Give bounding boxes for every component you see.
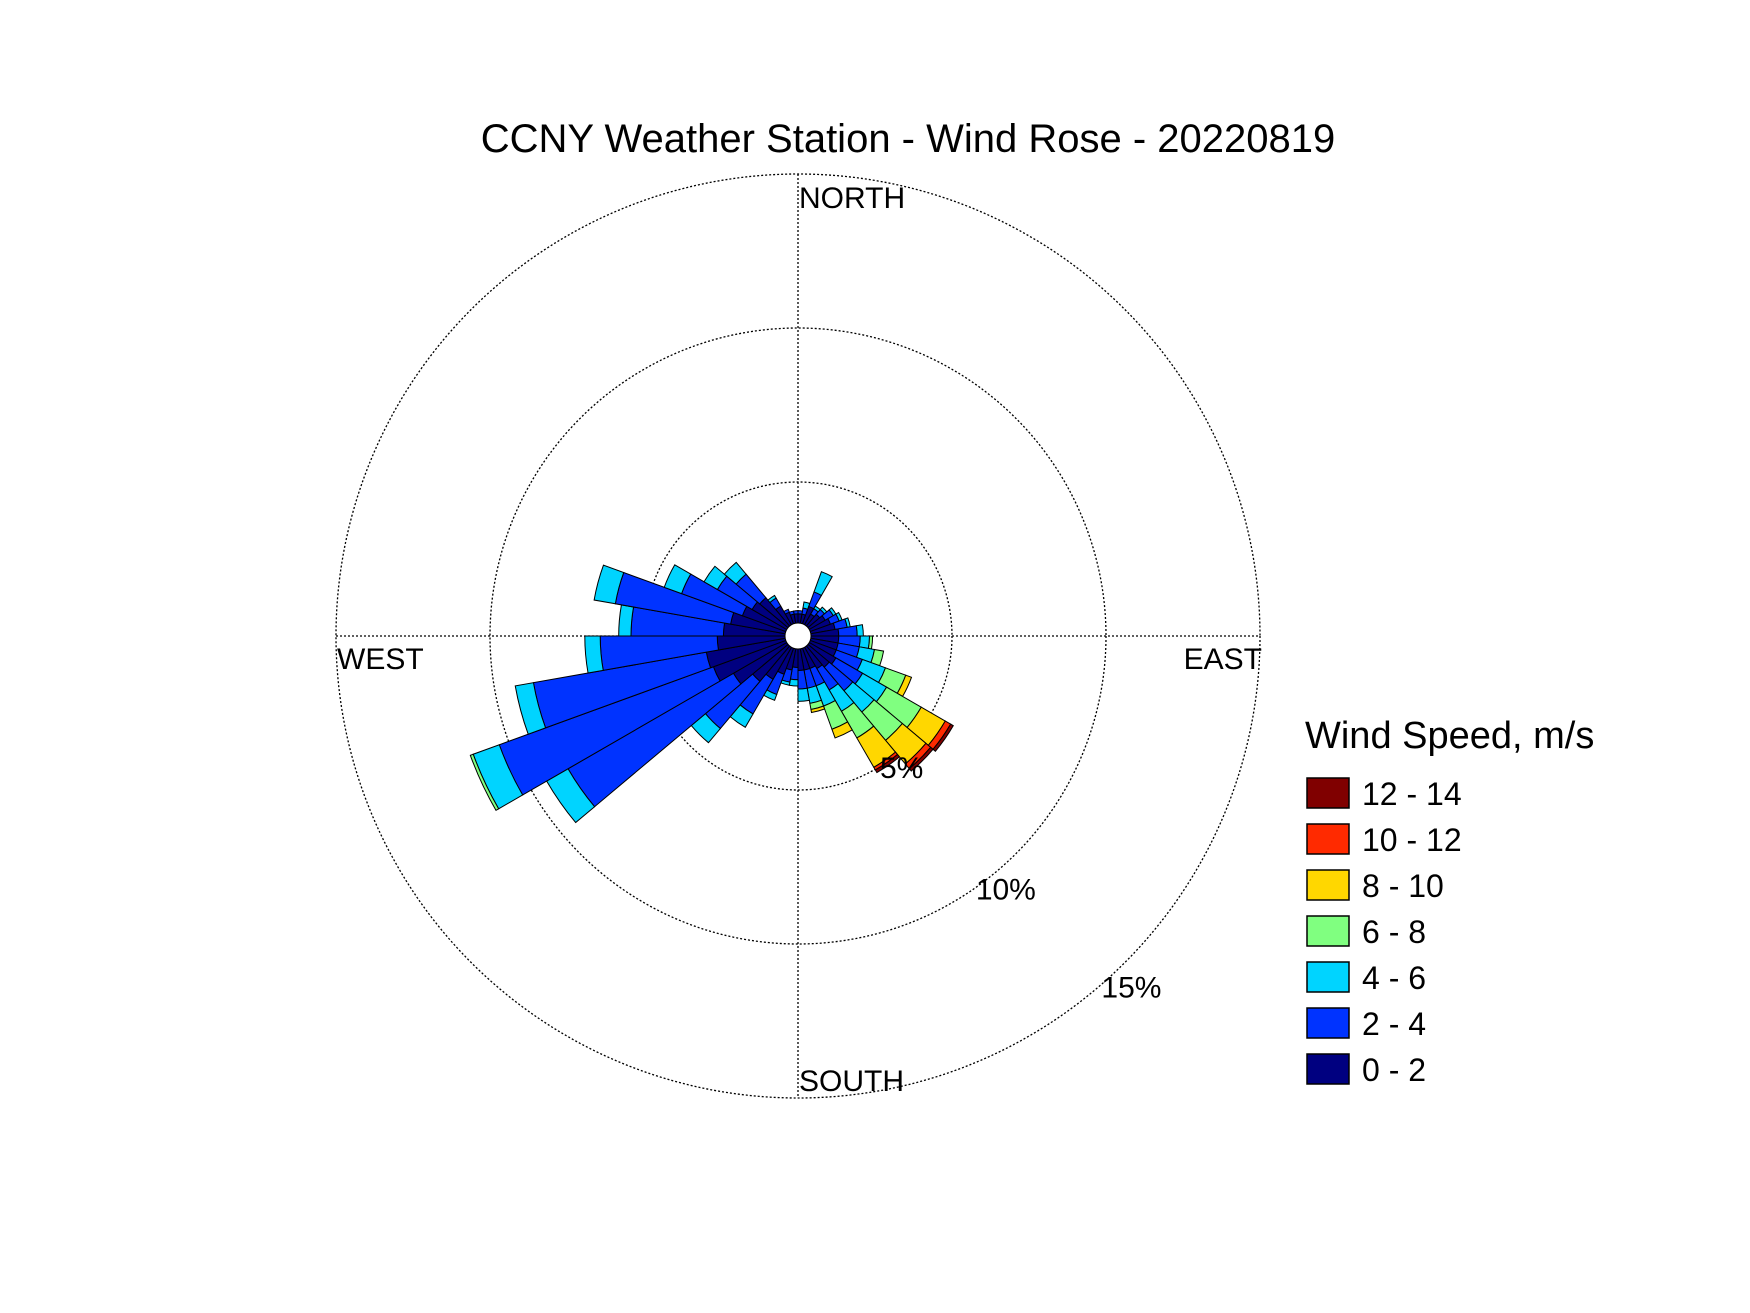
sector-275-bin-2	[618, 604, 635, 637]
sector-295-bin-2	[663, 564, 692, 595]
center-hole	[784, 622, 812, 650]
direction-label-west: WEST	[337, 643, 424, 676]
sector-335-bin-1	[783, 608, 790, 615]
legend-title: Wind Speed, m/s	[1305, 715, 1594, 757]
direction-label-east: EAST	[1184, 643, 1262, 676]
legend-label-5: 2 - 4	[1362, 1006, 1426, 1042]
sector-95-bin-3	[867, 635, 874, 650]
radial-label-15: 15%	[1101, 972, 1161, 1005]
radial-label-10: 10%	[976, 874, 1036, 907]
legend-swatch-6	[1306, 1053, 1350, 1085]
legend-label-3: 6 - 8	[1362, 914, 1426, 950]
legend-swatch-4	[1306, 961, 1350, 993]
sector-315-bin-2	[723, 561, 747, 585]
sector-95-bin-2	[858, 635, 871, 649]
sector-135-bin-6	[908, 746, 934, 772]
legend-label-1: 10 - 12	[1362, 822, 1462, 858]
legend-items: 12 - 14 10 - 12 8 - 10 6 - 8 4 - 6 2 - 4 0 - 2	[1306, 776, 1462, 1088]
sector-355-bin-1	[793, 610, 799, 615]
sector-145-bin-6	[874, 753, 901, 774]
legend-swatch-2	[1306, 869, 1350, 901]
sector-25-bin-2	[813, 571, 833, 597]
sector-265-bin-2	[584, 635, 604, 674]
sector-325-bin-2	[767, 594, 777, 604]
sector-155-bin-4	[831, 721, 853, 739]
legend-label-4: 4 - 6	[1362, 960, 1426, 996]
sector-245-bin-3	[469, 753, 500, 812]
legend-swatch-0	[1306, 777, 1350, 809]
sector-5-bin-1	[797, 610, 803, 615]
legend-swatch-3	[1306, 915, 1350, 947]
sector-125-bin-6	[932, 723, 954, 752]
chart-title: CCNY Weather Station - Wind Rose - 20220…	[481, 117, 1336, 161]
legend-swatch-1	[1306, 823, 1350, 855]
sector-165-bin-4	[810, 705, 826, 714]
sector-285-bin-2	[593, 564, 625, 605]
legend: Wind Speed, m/s 12 - 14 10 - 12 8 - 10 6 - …	[1305, 715, 1594, 1088]
radial-tick-labels: 5% 10% 15%	[880, 752, 1161, 1005]
legend-label-2: 8 - 10	[1362, 868, 1444, 904]
direction-label-north: NORTH	[799, 182, 905, 215]
legend-label-0: 12 - 14	[1362, 776, 1462, 812]
sector-305-bin-2	[703, 565, 728, 591]
wind-sectors	[469, 561, 954, 824]
sector-255-bin-2	[514, 682, 547, 735]
sector-175-bin-2	[797, 687, 810, 702]
sector-85-bin-2	[855, 624, 864, 637]
legend-swatch-5	[1306, 1007, 1350, 1039]
direction-label-south: SOUTH	[799, 1065, 904, 1098]
radial-label-5: 5%	[880, 752, 923, 785]
legend-label-6: 0 - 2	[1362, 1052, 1426, 1088]
